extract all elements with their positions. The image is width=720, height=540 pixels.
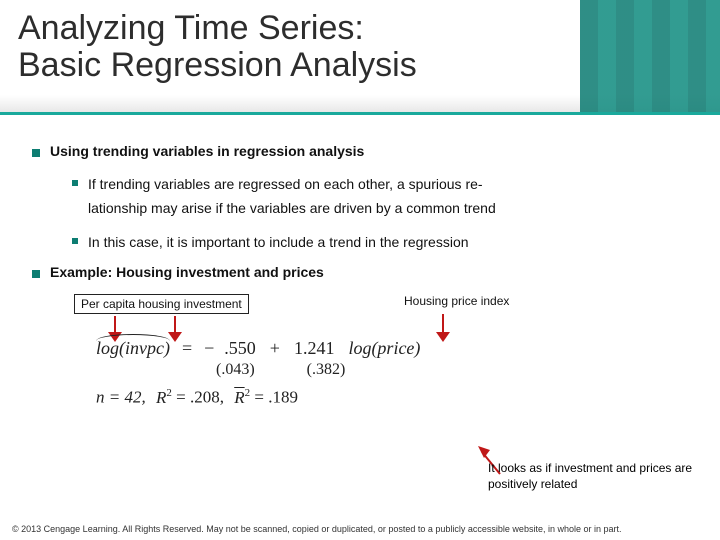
bullet-1b-text: In this case, it is important to include… (88, 231, 469, 255)
equation-labels: Per capita housing investment Housing pr… (74, 294, 690, 316)
bullet-1-text: Using trending variables in regression a… (50, 143, 364, 159)
eq-r2-sym: R (156, 388, 166, 407)
slide-content: Using trending variables in regression a… (0, 115, 720, 408)
eq-equals: = (182, 338, 192, 359)
eq-plus: + (270, 338, 280, 359)
copyright-footer: © 2013 Cengage Learning. All Rights Rese… (0, 524, 720, 534)
eq-r2bar-val: = .189 (250, 388, 298, 407)
bullet-1a-line1: If trending variables are regressed on e… (88, 176, 483, 192)
label-left: Per capita housing investment (74, 294, 249, 314)
bullet-2: Example: Housing investment and prices (32, 264, 690, 280)
arrow-line (442, 314, 444, 334)
title-line-1: Analyzing Time Series: (18, 10, 702, 47)
eq-rhs: log(price) (348, 338, 420, 359)
bullet-square-icon (72, 180, 78, 186)
label-right: Housing price index (404, 294, 509, 308)
title-line-2: Basic Regression Analysis (18, 47, 702, 84)
eq-r2bar-sym: R (234, 388, 244, 407)
eq-r2-val: = .208, (172, 388, 224, 407)
eq-n: n = 42, (96, 388, 146, 407)
eq-c0: .550 (224, 338, 256, 359)
eq-c1: 1.241 (294, 338, 335, 359)
annotation-note: It looks as if investment and prices are… (488, 460, 698, 492)
eq-minus: − (204, 338, 214, 359)
arrow-down-icon (436, 332, 450, 342)
equation-stats-row: n = 42, R2 = .208, R2 = .189 (96, 387, 690, 408)
bullet-2-text: Example: Housing investment and prices (50, 264, 324, 280)
bullet-1a: If trending variables are regressed on e… (72, 173, 690, 221)
bullet-1b: In this case, it is important to include… (72, 231, 690, 255)
bullet-1: Using trending variables in regression a… (32, 143, 690, 159)
sub-bullets-1: If trending variables are regressed on e… (72, 173, 690, 254)
eq-lhs: log(invpc) (96, 338, 170, 359)
bullet-square-icon (32, 270, 40, 278)
regression-equation: log(invpc) = − .550 + 1.241 log(price) (… (96, 338, 690, 408)
slide-header: Analyzing Time Series: Basic Regression … (0, 0, 720, 115)
eq-se1: (.382) (307, 361, 346, 378)
bullet-1a-text: If trending variables are regressed on e… (88, 173, 496, 221)
eq-se0: (.043) (216, 361, 255, 378)
bullet-square-icon (72, 238, 78, 244)
bullet-1a-line2: lationship may arise if the variables ar… (88, 200, 496, 216)
arrow-down-icon (168, 332, 182, 342)
equation-main-row: log(invpc) = − .550 + 1.241 log(price) (96, 338, 690, 359)
bullet-square-icon (32, 149, 40, 157)
equation-se-row: (.043) (.382) (216, 361, 690, 379)
